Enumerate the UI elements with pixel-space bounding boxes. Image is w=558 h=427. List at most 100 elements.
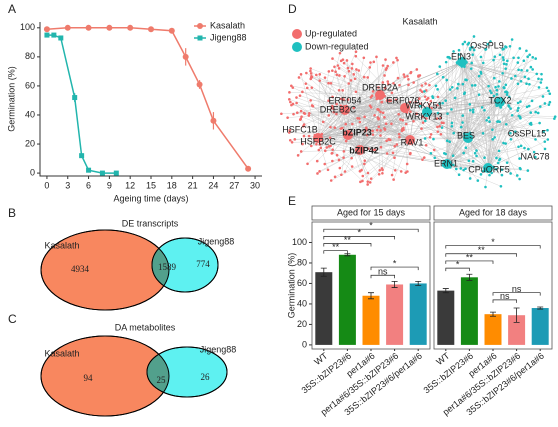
node [388,98,391,102]
sig-bracket [370,266,419,271]
sig-label: * [491,237,495,247]
node [479,55,483,59]
node [347,69,351,73]
node [388,138,392,142]
node [461,82,465,86]
node [506,59,509,63]
edge [347,134,371,183]
node [291,86,295,89]
x-tick-label: 27 [229,180,239,190]
node [318,170,321,173]
node [361,174,365,178]
bar [315,272,333,345]
edge [426,104,470,113]
node [335,73,339,77]
point [106,24,113,31]
x-tick-label: WT [312,350,330,367]
node [344,122,348,126]
edge [330,107,406,147]
node [333,175,337,179]
edge [290,101,349,136]
node [368,66,372,69]
edge [461,61,503,74]
edge [317,74,404,139]
node [484,48,487,51]
node [423,95,427,98]
edge [426,87,547,113]
node [472,48,476,52]
legend-label: Down-regulated [305,41,369,51]
node [432,137,435,141]
node [553,115,557,118]
node [445,139,449,142]
edge [347,101,501,136]
edge [467,79,542,139]
y-tick-label: 60 [297,278,307,288]
node [310,104,314,107]
edge [446,50,527,165]
node [502,58,505,62]
node [333,65,336,69]
node [438,102,441,106]
node [369,61,372,64]
node [339,104,343,107]
edge [461,61,542,75]
node [491,138,495,141]
node [323,149,327,152]
hub-node [483,163,493,173]
node [424,82,427,85]
node [300,115,303,119]
node [486,42,490,46]
node [479,72,483,75]
node [290,103,293,107]
edge [347,129,403,136]
bar [460,277,478,345]
node [431,95,434,98]
node [352,106,356,110]
node [321,120,325,124]
node [528,83,531,86]
node [483,108,486,112]
node [425,117,428,120]
edge [339,75,411,141]
node [365,133,369,137]
node [421,115,424,119]
point [148,26,154,33]
edge [344,96,426,111]
x-tick-label: 9 [107,180,112,190]
network [280,35,557,189]
node [409,70,413,74]
node [446,112,449,115]
node [400,127,404,131]
node [393,168,397,172]
node [470,84,474,87]
node [337,67,341,70]
edge [317,74,320,139]
node [315,159,319,163]
gene-label: BES [457,130,475,140]
node [438,65,442,68]
edge [342,59,381,96]
edge [409,76,419,141]
edge [426,111,478,181]
bar [484,314,502,345]
edge [446,110,471,165]
node [330,151,334,155]
edge [335,71,346,111]
node [341,126,344,130]
y-tick-label: 40 [25,109,35,119]
node [379,134,382,137]
node [444,152,447,156]
node [444,99,447,102]
node [421,121,425,124]
edge [379,76,408,96]
edge [311,139,411,147]
node [288,98,291,101]
node [377,108,381,112]
point [210,117,217,124]
node [501,56,505,59]
node [515,174,519,177]
edge [487,124,532,169]
edge [449,101,501,142]
node [436,111,440,115]
